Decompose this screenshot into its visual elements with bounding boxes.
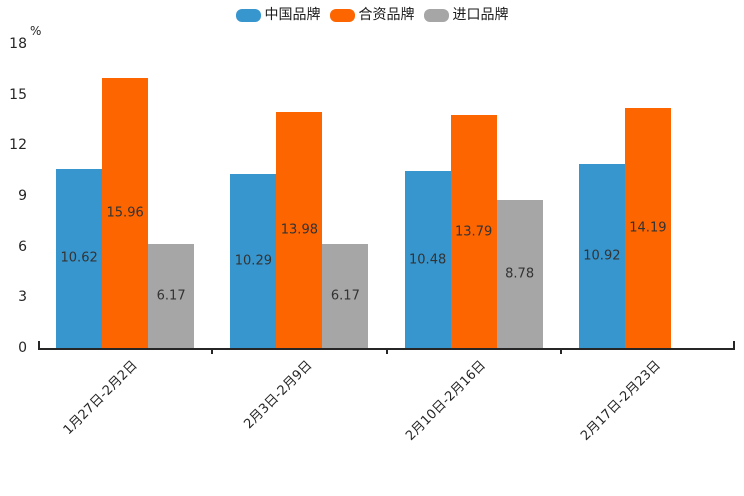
bar-slot-import-brand: 6.17: [148, 44, 195, 348]
legend-item-joint-venture-brand[interactable]: 合资品牌: [329, 7, 415, 23]
y-tick-label: 15: [9, 86, 27, 103]
x-axis-tick: [211, 350, 214, 354]
y-tick-label: 12: [9, 137, 27, 154]
bar-slot-china-brand: 10.48: [404, 44, 451, 348]
bar-slot-joint-venture-brand: 13.79: [450, 44, 497, 348]
bar-groups: 10.62 15.96 6.17 10.29 13.98 6.17 10.48 13.79 8.…: [38, 44, 735, 348]
bar-value-label: 15.96: [106, 205, 144, 221]
bar-group: 10.92 14.19: [561, 44, 735, 348]
legend-item-import-brand[interactable]: 进口品牌: [423, 7, 509, 23]
plot-area: 0 3 6 9 12 15 18 10.62 15.96 6.17 10.29 13.98 6.17 1…: [9, 36, 735, 444]
y-tick-label: 3: [18, 289, 27, 306]
y-tick-label: 18: [9, 36, 27, 52]
x-axis-tick: [559, 350, 562, 354]
bar-import-brand[interactable]: 8.78: [496, 199, 543, 348]
bar-joint-venture-brand[interactable]: 15.96: [102, 78, 149, 348]
y-tick-label: 6: [18, 238, 27, 255]
axis-endcap-left: [38, 341, 40, 350]
y-tick-label: 0: [18, 340, 27, 356]
bar-slot-joint-venture-brand: 13.98: [276, 44, 323, 348]
bar-group: 10.62 15.96 6.17: [38, 44, 212, 348]
x-tick-label-text: 2月17日-2月23日: [577, 358, 664, 444]
bar-value-label: 10.29: [234, 253, 272, 269]
legend-item-china-brand[interactable]: 中国品牌: [235, 7, 321, 23]
bar-slot-china-brand: 10.29: [230, 44, 277, 348]
x-axis-tick: [385, 350, 388, 354]
bar-value-label: 13.79: [455, 224, 493, 240]
bar-value-label: 13.98: [280, 222, 318, 238]
bar-china-brand[interactable]: 10.92: [578, 163, 625, 348]
y-tick-label: 9: [18, 188, 27, 204]
bar-slot-china-brand: 10.92: [578, 44, 625, 348]
bar-china-brand[interactable]: 10.48: [404, 171, 451, 348]
bar-slot-import-brand: [671, 44, 717, 348]
legend-swatch-icon: [235, 8, 261, 22]
y-axis-unit-label: %: [30, 24, 42, 38]
bar-joint-venture-brand[interactable]: 14.19: [624, 108, 671, 348]
legend: 中国品牌 合资品牌 进口品牌: [0, 8, 744, 22]
bar-china-brand[interactable]: 10.29: [230, 174, 277, 348]
bar-import-brand[interactable]: 6.17: [322, 243, 369, 348]
x-tick-label-text: 2月3日-2月9日: [240, 358, 315, 433]
x-axis-line: [38, 341, 735, 354]
bar-import-brand[interactable]: 6.17: [148, 243, 195, 348]
legend-label: 合资品牌: [358, 7, 415, 23]
bar-value-label: 10.48: [409, 252, 447, 267]
bar-slot-joint-venture-brand: 15.96: [102, 44, 149, 348]
legend-label: 中国品牌: [264, 7, 321, 23]
bar-slot-import-brand: 6.17: [322, 44, 369, 348]
bar-value-label: 10.62: [60, 250, 98, 266]
legend-swatch-icon: [329, 8, 355, 22]
bar-slot-import-brand: 8.78: [496, 44, 543, 348]
bar-slot-china-brand: 10.62: [56, 44, 103, 348]
legend-label: 进口品牌: [452, 7, 509, 23]
x-tick-label-text: 1月27日-2月2日: [60, 358, 141, 438]
bar-joint-venture-brand[interactable]: 13.79: [450, 115, 497, 348]
bar-value-label: 14.19: [629, 220, 667, 236]
bar-group: 10.48 13.79 8.78: [387, 44, 561, 348]
bar-value-label: 6.17: [156, 288, 186, 304]
x-tick-label-text: 2月10日-2月16日: [403, 358, 490, 444]
bar-group: 10.29 13.98 6.17: [212, 44, 386, 348]
legend-swatch-icon: [423, 8, 449, 22]
bar-value-label: 10.92: [583, 248, 621, 264]
bar-joint-venture-brand[interactable]: 13.98: [276, 111, 323, 348]
x-axis-labels: 1月27日-2月2日 2月3日-2月9日 2月10日-2月16日 2月17日-2月23…: [38, 348, 735, 488]
bar-slot-joint-venture-brand: 14.19: [624, 44, 671, 348]
axis-endcap-right: [733, 341, 735, 350]
bar-value-label: 8.78: [505, 266, 535, 282]
bar-value-label: 6.17: [330, 288, 360, 304]
bar-china-brand[interactable]: 10.62: [56, 168, 103, 348]
